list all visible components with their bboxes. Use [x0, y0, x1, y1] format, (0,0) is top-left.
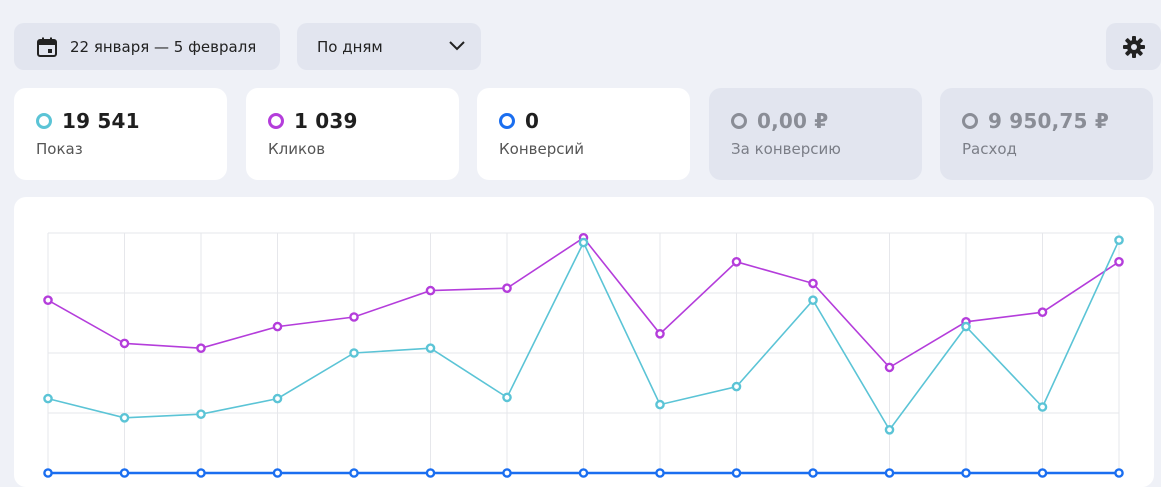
data-point-0[interactable] — [655, 328, 665, 339]
data-point-2[interactable] — [1114, 468, 1124, 478]
data-point-2[interactable] — [961, 468, 971, 478]
data-point-1[interactable] — [731, 381, 742, 392]
data-point-1[interactable] — [43, 393, 53, 404]
gear-icon — [1122, 35, 1145, 58]
data-point-2[interactable] — [884, 468, 895, 478]
date-range-button[interactable]: 22 января — 5 февраля — [14, 23, 280, 70]
metric-card-impressions[interactable]: 19 541 Показ — [14, 88, 227, 180]
metric-value: 9 950,75 ₽ — [988, 109, 1109, 133]
metric-card-cost-per-conversion[interactable]: 0,00 ₽ За конверсию — [709, 88, 922, 180]
chart-panel — [14, 197, 1154, 487]
data-point-1[interactable] — [808, 295, 818, 305]
metric-label: Конверсий — [499, 140, 584, 158]
metric-label: За конверсию — [731, 140, 841, 158]
data-point-0[interactable] — [502, 283, 512, 293]
data-point-1[interactable] — [425, 343, 436, 353]
settings-button[interactable] — [1106, 23, 1161, 70]
data-point-0[interactable] — [884, 362, 895, 373]
metric-value: 19 541 — [62, 109, 140, 133]
data-point-1[interactable] — [349, 348, 359, 358]
metric-label: Кликов — [268, 140, 326, 158]
data-point-0[interactable] — [272, 321, 283, 332]
data-point-1[interactable] — [961, 321, 971, 332]
date-range-label: 22 января — 5 февраля — [70, 37, 257, 56]
data-point-0[interactable] — [43, 295, 53, 305]
series-toggle-icon — [36, 113, 52, 129]
metric-value: 0,00 ₽ — [757, 109, 829, 133]
data-point-2[interactable] — [349, 468, 359, 478]
metric-label: Расход — [962, 140, 1017, 158]
data-point-0[interactable] — [1114, 257, 1124, 267]
metric-value: 1 039 — [294, 109, 358, 133]
series-toggle-icon — [731, 113, 747, 129]
metric-card-spend[interactable]: 9 950,75 ₽ Расход — [940, 88, 1153, 180]
data-point-2[interactable] — [272, 468, 283, 478]
data-point-2[interactable] — [731, 468, 742, 478]
data-point-1[interactable] — [119, 412, 130, 423]
data-point-2[interactable] — [43, 468, 53, 478]
metric-card-clicks[interactable]: 1 039 Кликов — [246, 88, 459, 180]
data-point-0[interactable] — [1037, 307, 1048, 317]
data-point-2[interactable] — [808, 468, 818, 478]
metric-value: 0 — [525, 109, 540, 133]
data-point-2[interactable] — [655, 468, 665, 478]
calendar-icon — [36, 36, 58, 58]
metric-label: Показ — [36, 140, 83, 158]
data-point-0[interactable] — [425, 285, 436, 296]
data-point-1[interactable] — [655, 399, 665, 410]
data-point-1[interactable] — [1114, 235, 1124, 246]
data-point-0[interactable] — [196, 343, 206, 353]
data-point-2[interactable] — [502, 468, 512, 478]
metric-card-conversions[interactable]: 0 Конверсий — [477, 88, 690, 180]
data-point-2[interactable] — [578, 468, 589, 478]
series-toggle-icon — [499, 113, 515, 129]
chevron-down-icon — [447, 36, 467, 56]
data-point-0[interactable] — [349, 312, 359, 322]
period-select[interactable]: По дням — [297, 23, 481, 70]
series-toggle-icon — [962, 113, 978, 129]
line-chart[interactable] — [14, 197, 1154, 487]
toolbar: 22 января — 5 февраля По дням — [14, 23, 1161, 71]
data-point-1[interactable] — [502, 392, 512, 403]
series-toggle-icon — [268, 113, 284, 129]
data-point-2[interactable] — [196, 468, 206, 478]
data-point-1[interactable] — [1037, 402, 1048, 412]
data-point-1[interactable] — [884, 424, 895, 435]
data-point-1[interactable] — [196, 409, 206, 419]
period-label: По дням — [317, 37, 383, 56]
metric-cards: 19 541 Показ 1 039 Кликов 0 Конверсий 0,… — [14, 88, 1161, 180]
data-point-2[interactable] — [119, 468, 130, 478]
data-point-1[interactable] — [578, 237, 589, 248]
data-point-2[interactable] — [425, 468, 436, 478]
data-point-1[interactable] — [272, 393, 283, 404]
data-point-0[interactable] — [808, 278, 818, 289]
data-point-2[interactable] — [1037, 468, 1048, 478]
data-point-0[interactable] — [119, 338, 130, 349]
data-point-0[interactable] — [731, 257, 742, 267]
